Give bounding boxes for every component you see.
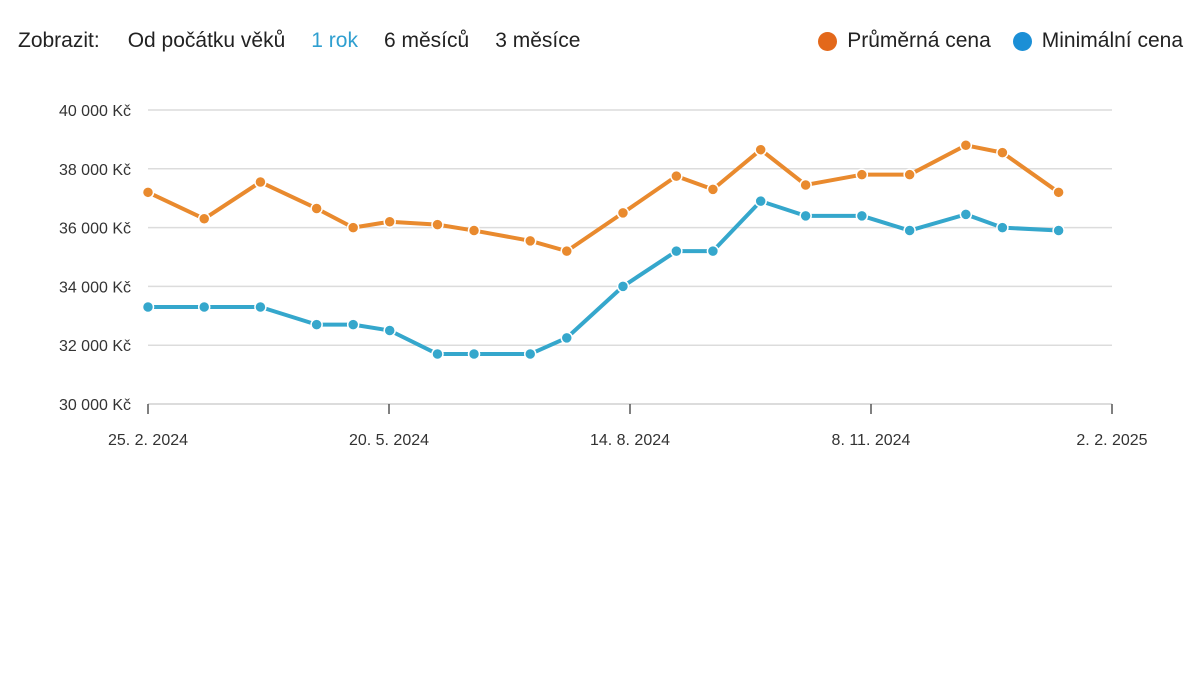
- y-tick-label: 40 000 Kč: [59, 103, 131, 120]
- data-point-average-price: [141, 186, 155, 199]
- range-filter: Zobrazit: Od počátku věků 1 rok 6 měsíců…: [18, 29, 606, 53]
- data-point-minimum-price: [996, 221, 1009, 234]
- data-point-minimum-price: [670, 244, 683, 258]
- x-tick-label: 14. 8. 2024: [590, 432, 670, 449]
- chart-legend: Průměrná cena Minimální cena: [796, 29, 1183, 53]
- data-point-average-price: [670, 169, 683, 183]
- toolbar: Zobrazit: Od počátku věků 1 rok 6 měsíců…: [18, 26, 1183, 56]
- data-point-minimum-price: [560, 331, 574, 345]
- range-option-1-year[interactable]: 1 rok: [311, 29, 358, 52]
- data-point-average-price: [855, 168, 869, 181]
- y-tick-label: 36 000 Kč: [59, 221, 131, 238]
- data-point-average-price: [903, 168, 916, 181]
- data-point-minimum-price: [310, 318, 323, 331]
- data-point-minimum-price: [254, 300, 267, 314]
- y-tick-label: 38 000 Kč: [59, 162, 131, 179]
- data-point-minimum-price: [197, 300, 211, 314]
- data-point-average-price: [799, 178, 812, 192]
- data-point-average-price: [754, 143, 767, 156]
- data-point-average-price: [346, 221, 360, 234]
- data-point-minimum-price: [431, 347, 444, 361]
- data-point-average-price: [616, 206, 630, 220]
- data-point-minimum-price: [799, 209, 812, 223]
- data-point-minimum-price: [1052, 224, 1065, 237]
- data-point-minimum-price: [903, 224, 916, 237]
- range-option-3-months[interactable]: 3 měsíce: [495, 29, 581, 52]
- y-grid: [148, 109, 1112, 346]
- x-tick-label: 25. 2. 2024: [108, 432, 188, 449]
- series-layer: [141, 139, 1065, 361]
- data-point-minimum-price: [141, 300, 155, 314]
- x-tick-label: 2. 2. 2025: [1076, 432, 1147, 449]
- legend-item-average-price[interactable]: Průměrná cena: [818, 29, 991, 53]
- data-point-average-price: [560, 244, 574, 258]
- data-point-minimum-price: [383, 324, 396, 337]
- data-point-average-price: [310, 202, 323, 215]
- legend-label-minimum-price: Minimální cena: [1041, 29, 1183, 52]
- x-tick-label: 8. 11. 2024: [832, 432, 911, 449]
- legend-dot-average-price: [818, 31, 838, 51]
- data-point-average-price: [959, 139, 973, 152]
- data-point-minimum-price: [346, 318, 360, 331]
- data-point-average-price: [431, 218, 444, 231]
- data-point-average-price: [383, 215, 396, 228]
- range-option-all-time[interactable]: Od počátku věků: [127, 29, 286, 52]
- y-tick-label: 32 000 Kč: [59, 338, 131, 355]
- legend-dot-minimum-price: [1012, 31, 1032, 51]
- x-axis: 25. 2. 2024 20. 5. 2024 14. 8. 2024 8. 11. …: [108, 403, 1148, 449]
- data-point-minimum-price: [706, 244, 720, 258]
- data-point-minimum-price: [523, 347, 537, 361]
- data-point-average-price: [996, 146, 1009, 159]
- range-option-6-months[interactable]: 6 měsíců: [383, 29, 470, 52]
- data-point-average-price: [254, 175, 267, 189]
- data-point-average-price: [467, 224, 481, 237]
- y-tick-label: 34 000 Kč: [59, 279, 131, 296]
- data-point-minimum-price: [855, 209, 869, 223]
- x-tick-label: 20. 5. 2024: [349, 432, 429, 449]
- data-point-average-price: [1052, 186, 1065, 199]
- legend-item-minimum-price[interactable]: Minimální cena: [1012, 29, 1183, 53]
- legend-label-average-price: Průměrná cena: [847, 29, 991, 52]
- data-point-minimum-price: [959, 208, 973, 221]
- y-tick-label: 30 000 Kč: [59, 397, 131, 414]
- series-line-average-price: [146, 143, 1061, 254]
- data-point-average-price: [197, 212, 211, 226]
- data-point-average-price: [523, 234, 537, 248]
- data-point-minimum-price: [467, 347, 481, 361]
- y-axis: 30 000 Kč 32 000 Kč 34 000 Kč 36 000 Kč 38 0…: [59, 103, 131, 414]
- data-point-minimum-price: [616, 280, 630, 293]
- data-point-average-price: [706, 183, 720, 196]
- range-filter-label: Zobrazit:: [18, 29, 100, 52]
- data-point-minimum-price: [754, 194, 767, 208]
